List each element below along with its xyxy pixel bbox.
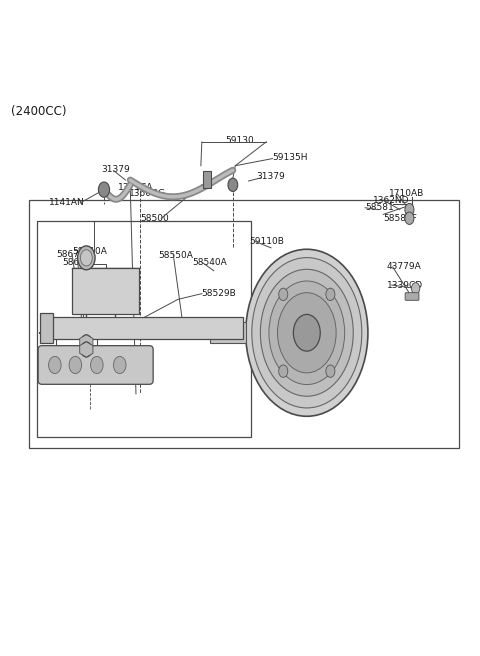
Ellipse shape xyxy=(252,258,362,408)
Bar xyxy=(50,318,243,338)
Text: 59110B: 59110B xyxy=(250,237,285,245)
Ellipse shape xyxy=(81,342,92,357)
Ellipse shape xyxy=(411,283,420,294)
Ellipse shape xyxy=(48,356,61,373)
Text: 1362ND: 1362ND xyxy=(372,195,409,205)
Text: 31379: 31379 xyxy=(102,165,131,174)
Text: 1360GG: 1360GG xyxy=(129,189,166,198)
Ellipse shape xyxy=(78,246,95,270)
Bar xyxy=(210,322,246,343)
Ellipse shape xyxy=(246,249,368,417)
Ellipse shape xyxy=(279,365,288,377)
Text: 58580F: 58580F xyxy=(383,214,417,223)
Ellipse shape xyxy=(113,356,126,373)
FancyBboxPatch shape xyxy=(405,293,419,300)
Text: 58672: 58672 xyxy=(62,258,91,266)
Ellipse shape xyxy=(80,250,92,266)
Text: 58581: 58581 xyxy=(365,203,394,213)
Ellipse shape xyxy=(279,288,288,300)
Ellipse shape xyxy=(98,182,109,197)
Text: 1339CD: 1339CD xyxy=(387,281,423,289)
Text: 31379: 31379 xyxy=(257,172,286,181)
Text: 1710AB: 1710AB xyxy=(389,189,424,198)
Ellipse shape xyxy=(405,203,414,216)
Text: 58529B: 58529B xyxy=(201,289,236,298)
Text: 59130: 59130 xyxy=(226,136,254,145)
Ellipse shape xyxy=(326,365,335,377)
Bar xyxy=(37,221,251,437)
Ellipse shape xyxy=(69,356,82,373)
Ellipse shape xyxy=(277,293,336,373)
Text: 58510A: 58510A xyxy=(72,247,107,256)
Text: 58535: 58535 xyxy=(95,288,123,297)
Ellipse shape xyxy=(91,356,103,373)
Ellipse shape xyxy=(260,270,353,396)
Text: 59135H: 59135H xyxy=(273,153,308,161)
Ellipse shape xyxy=(269,281,345,384)
Ellipse shape xyxy=(228,178,238,192)
Bar xyxy=(29,200,458,448)
FancyBboxPatch shape xyxy=(72,268,139,314)
Text: 58531A: 58531A xyxy=(95,294,129,303)
Text: (2400CC): (2400CC) xyxy=(11,105,66,117)
Bar xyxy=(39,314,53,342)
Ellipse shape xyxy=(81,335,92,350)
FancyBboxPatch shape xyxy=(38,346,153,384)
Text: 58550A: 58550A xyxy=(158,251,193,260)
Text: 1311CA: 1311CA xyxy=(118,183,154,192)
Ellipse shape xyxy=(405,212,414,224)
Text: 43779A: 43779A xyxy=(387,262,422,272)
Text: 1141AN: 1141AN xyxy=(49,199,85,207)
Ellipse shape xyxy=(293,314,320,351)
Bar xyxy=(203,171,211,188)
Text: 58500: 58500 xyxy=(140,214,168,223)
Text: 58540A: 58540A xyxy=(192,258,227,266)
Ellipse shape xyxy=(326,288,335,300)
Text: 58672: 58672 xyxy=(57,249,85,258)
